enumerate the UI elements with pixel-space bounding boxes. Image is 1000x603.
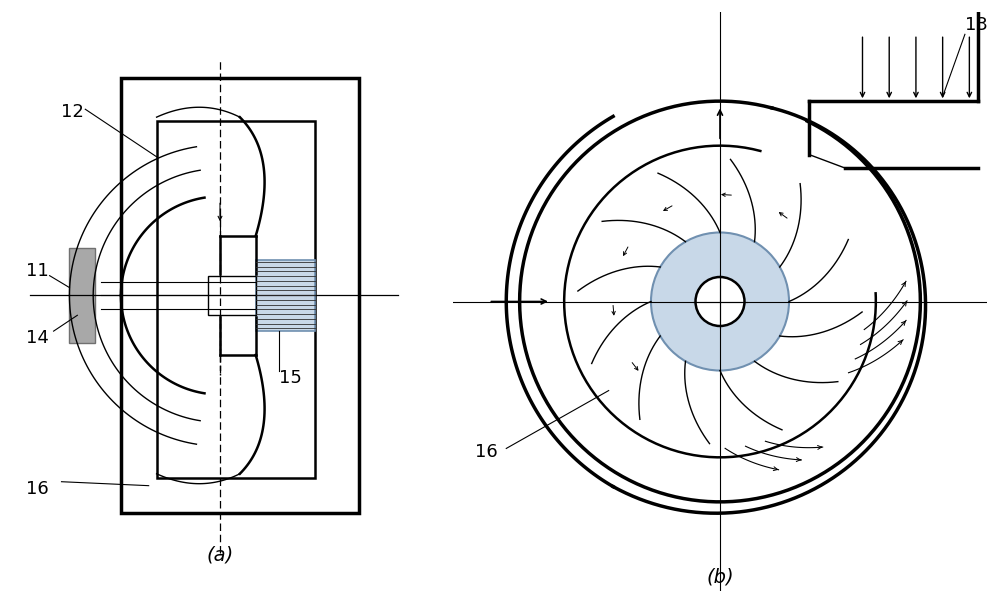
Circle shape <box>696 277 744 326</box>
Bar <box>208 276 256 315</box>
Bar <box>157 121 315 478</box>
Bar <box>256 260 315 331</box>
Text: 14: 14 <box>26 329 49 347</box>
Text: 13: 13 <box>965 16 988 34</box>
Text: 16: 16 <box>475 443 498 461</box>
Circle shape <box>651 233 789 370</box>
Bar <box>121 78 359 513</box>
Bar <box>69 248 95 343</box>
Text: 11: 11 <box>26 262 49 280</box>
Text: (b): (b) <box>706 567 734 586</box>
Text: 15: 15 <box>279 368 302 387</box>
Text: 16: 16 <box>26 479 49 497</box>
Text: (a): (a) <box>206 546 234 565</box>
Text: 12: 12 <box>61 103 84 121</box>
